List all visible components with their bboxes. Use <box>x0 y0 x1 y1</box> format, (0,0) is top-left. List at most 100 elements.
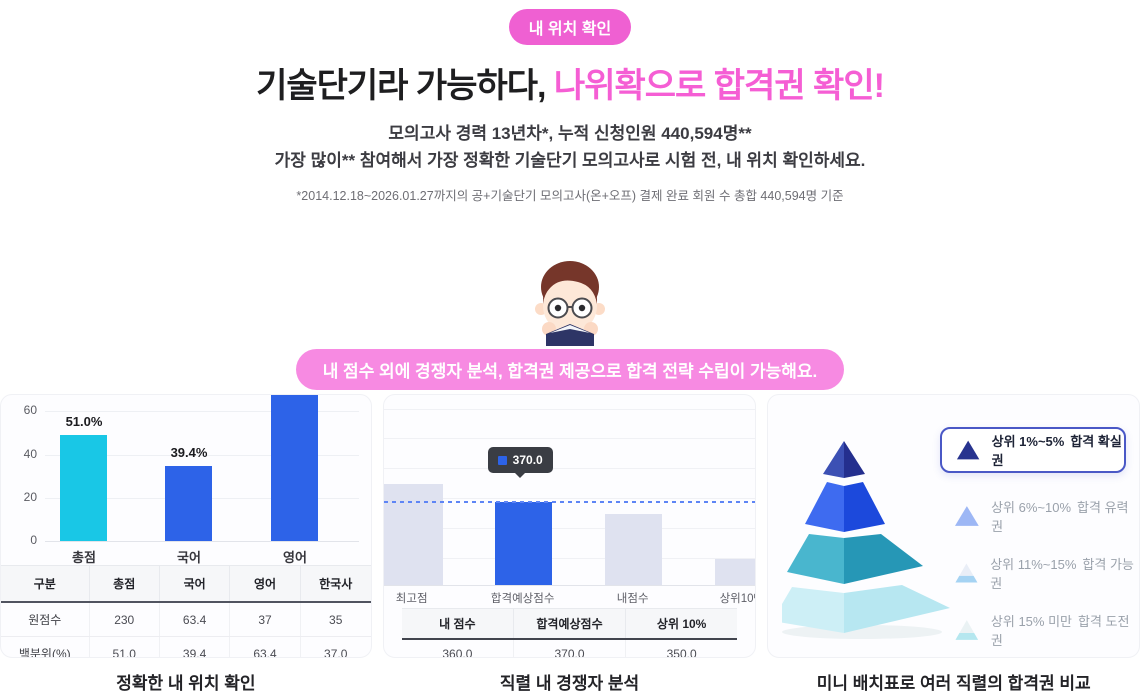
legend-item-tier2: 상위 6%~10% 합격 유력권 <box>954 497 1139 535</box>
legend-label: 상위 1%~5% 합격 확실권 <box>992 431 1125 469</box>
placement-pyramid <box>782 441 951 639</box>
hero-section: 내 위치 확인 기술단기라 가능하다, 나위확으로 합격권 확인! 모의고사 경… <box>0 0 1140 204</box>
legend-item-tier3: 상위 11%~15% 합격 가능권 <box>954 554 1139 592</box>
feature-panels: 60 40 20 0 51.0% 39.4% 총점 국어 영어 구분 총점 국어… <box>0 394 1140 658</box>
tier4-triangle-icon <box>955 620 979 640</box>
tooltip-series-swatch <box>497 455 507 465</box>
cell: 39.4 <box>158 636 230 657</box>
tier3-triangle-icon <box>955 563 978 583</box>
gridline <box>383 498 756 499</box>
reference-dashed-line <box>383 501 756 503</box>
tier-range: 상위 11%~15% <box>990 557 1077 572</box>
bar-category-label: 최고점 <box>395 593 428 605</box>
score-panel: 60 40 20 0 51.0% 39.4% 총점 국어 영어 구분 총점 국어… <box>0 394 372 658</box>
col-header: 총점 <box>88 565 160 603</box>
col-header: 내 점수 <box>401 608 514 640</box>
competitor-panel-caption: 직렬 내 경쟁자 분석 <box>499 674 640 693</box>
score-tooltip: 370.0 <box>487 447 553 478</box>
bar-category-label: 내점수 <box>616 593 649 605</box>
cell: 370.0 <box>513 639 626 657</box>
col-header: 영어 <box>229 565 301 603</box>
col-header: 국어 <box>158 565 230 603</box>
cell: 35 <box>299 602 371 637</box>
cell: 63.4 <box>229 636 301 657</box>
description-line-2: 가장 많이** 참여해서 가장 정확한 기술단기 모의고사로 시험 전, 내 위… <box>274 151 866 171</box>
bar-korean <box>165 466 212 541</box>
page-title: 기술단기라 가능하다, 나위확으로 합격권 확인! <box>0 58 1140 107</box>
panel-captions: 정확한 내 위치 확인 직렬 내 경쟁자 분석 미니 배치표로 여러 직렬의 합… <box>0 669 1140 694</box>
cell: 51.0 <box>88 636 160 657</box>
gridline-baseline <box>45 541 359 542</box>
title-pink-part: 나위확으로 합격권 확인! <box>553 67 885 105</box>
location-check-badge: 내 위치 확인 <box>508 9 632 45</box>
footnote-text: *2014.12.18~2026.01.27까지의 공+기술단기 모의고사(온+… <box>296 189 844 204</box>
score-bar-chart: 60 40 20 0 51.0% 39.4% 총점 국어 영어 <box>1 395 371 565</box>
cell: 63.4 <box>158 602 230 637</box>
bar-value-label: 39.4% <box>170 445 208 460</box>
tier-name: 합격 도전권 <box>990 614 1130 648</box>
gridline <box>45 411 359 412</box>
bar-highest-score <box>383 484 443 585</box>
bar-value-label: 51.0% <box>65 414 103 429</box>
cell: 230 <box>88 602 160 637</box>
table-row: 원점수 230 63.4 37 35 <box>1 602 371 637</box>
description-line-1: 모의고사 경력 13년차*, 누적 신청인원 440,594명** <box>388 124 752 143</box>
bar-category-label: 영어 <box>283 550 307 565</box>
legend-label: 상위 15% 미만 합격 도전권 <box>991 611 1139 649</box>
table-header-row: 구분 총점 국어 영어 한국사 <box>1 565 371 603</box>
gridline <box>45 455 359 456</box>
cell: 350.0 <box>624 639 738 657</box>
legend-label: 상위 11%~15% 합격 가능권 <box>990 554 1139 592</box>
score-table: 구분 총점 국어 영어 한국사 원점수 230 63.4 37 35 백분위(%… <box>1 565 371 657</box>
tier-name: 합격 확실권 <box>991 434 1122 468</box>
bar-expected-pass-score <box>494 502 552 585</box>
tier-range: 상위 6%~10% <box>991 500 1072 515</box>
y-axis-tick: 0 <box>30 533 37 547</box>
bar-english <box>271 395 318 541</box>
mascot-wrap <box>0 254 1140 347</box>
bar-category-label: 국어 <box>177 550 201 565</box>
legend-item-tier1: 상위 1%~5% 합격 확실권 <box>940 427 1127 473</box>
tier-name: 합격 유력권 <box>991 500 1129 534</box>
legend-label: 상위 6%~10% 합격 유력권 <box>991 497 1139 535</box>
tier-name: 합격 가능권 <box>990 557 1134 591</box>
gridline-baseline <box>383 585 756 586</box>
title-dark-part: 기술단기라 가능하다, <box>256 67 554 105</box>
score-panel-caption: 정확한 내 위치 확인 <box>116 674 256 693</box>
strategy-banner: 내 점수 외에 경쟁자 분석, 합격권 제공으로 합격 전략 수립이 가능해요. <box>295 349 845 391</box>
bar-category-label: 상위10% <box>719 593 756 605</box>
gridline <box>383 468 756 469</box>
tier2-triangle-icon <box>955 506 980 526</box>
col-header: 상위 10% <box>624 608 738 640</box>
bar-category-label: 합격예상점수 <box>490 593 555 605</box>
gridline <box>383 409 756 410</box>
competitor-bar-chart: 370.0 최고점 합격예상점수 내점수 상위10% <box>383 395 756 605</box>
tier1-triangle-icon <box>957 440 980 460</box>
mascot-illustration <box>535 261 605 347</box>
row-name: 원점수 <box>1 602 89 637</box>
row-name: 백분위(%) <box>1 636 89 657</box>
cell: 360.0 <box>442 647 473 658</box>
competitor-panel: 370.0 최고점 합격예상점수 내점수 상위10% 내 점수 합격예상점수 상… <box>382 394 757 658</box>
competitor-table: 내 점수 합격예상점수 상위 10% 360.0 370.0 350.0 <box>401 608 738 658</box>
col-header: 한국사 <box>299 565 371 603</box>
gridline <box>383 438 756 439</box>
bar-category-label: 총점 <box>72 550 96 565</box>
bar-top-10pct <box>714 559 756 585</box>
pyramid-panel-caption: 미니 배치표로 여러 직렬의 합격권 비교 <box>816 674 1091 693</box>
bar-my-score <box>604 514 662 585</box>
hero-description: 모의고사 경력 13년차*, 누적 신청인원 440,594명** 가장 많이*… <box>0 120 1140 174</box>
gridline <box>383 558 756 559</box>
table-row: 백분위(%) 51.0 39.4 63.4 37.0 <box>1 636 371 657</box>
col-header: 합격예상점수 <box>513 608 626 640</box>
pyramid-panel: 상위 1%~5% 합격 확실권 상위 6%~10% 합격 유력권 상위 11%~15… <box>767 394 1140 658</box>
y-axis-tick: 60 <box>23 403 37 417</box>
banner-wrap: 내 점수 외에 경쟁자 분석, 합격권 제공으로 합격 전략 수립이 가능해요. <box>0 349 1140 391</box>
tier-range: 상위 15% 미만 <box>990 614 1073 629</box>
cell: 37 <box>229 602 301 637</box>
tier-range: 상위 1%~5% <box>991 434 1065 449</box>
table-row: 360.0 370.0 350.0 <box>402 639 738 658</box>
tooltip-value: 370.0 <box>512 453 543 467</box>
legend-item-tier4: 상위 15% 미만 합격 도전권 <box>954 611 1139 649</box>
bar-total <box>60 435 107 541</box>
